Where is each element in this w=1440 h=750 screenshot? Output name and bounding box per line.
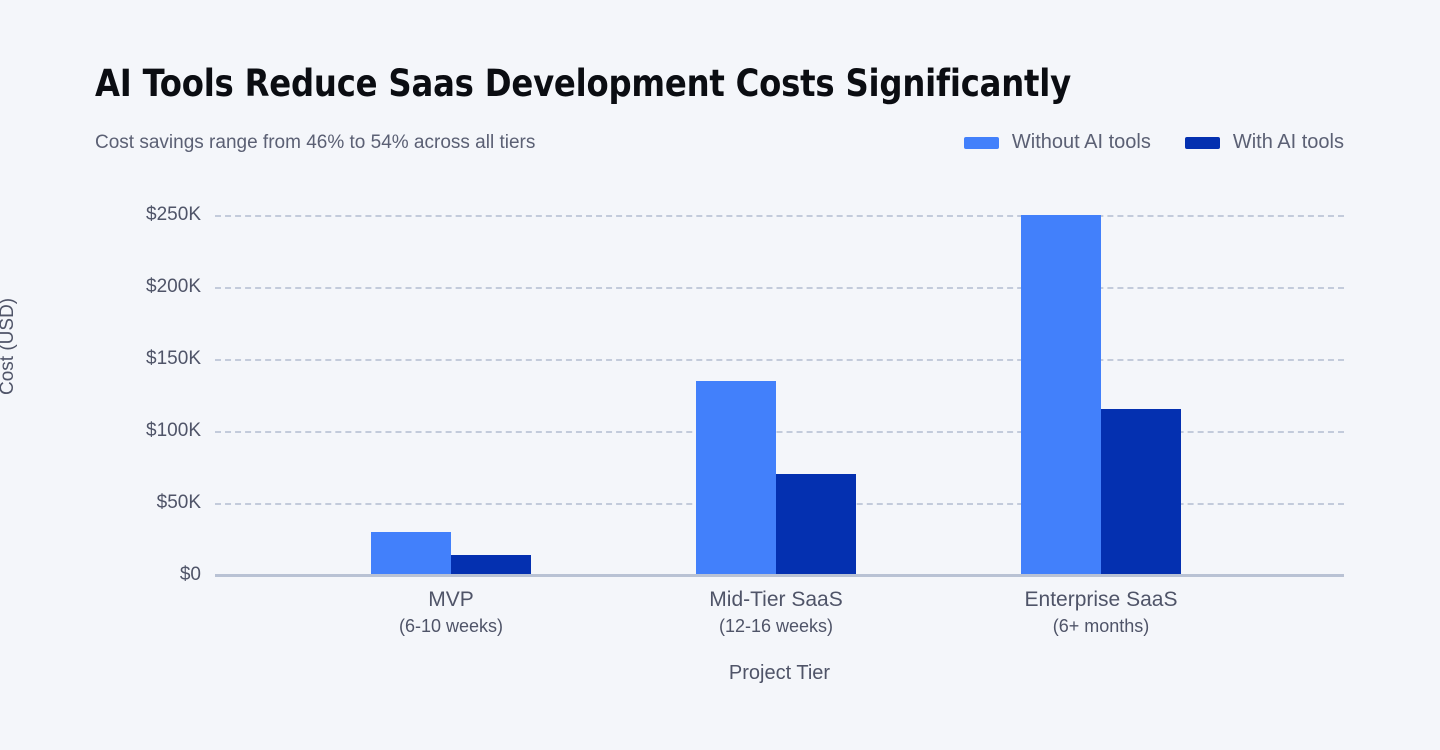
x-category-sublabel: (12-16 weeks) xyxy=(718,616,834,637)
x-axis-title: Project Tier xyxy=(728,662,831,684)
plot-area xyxy=(215,215,1344,575)
legend-item-1[interactable]: With AI tools xyxy=(1184,131,1344,154)
x-axis-line xyxy=(215,574,1344,577)
x-category-label: Mid-Tier SaaS (12-16 weeks) xyxy=(646,587,906,638)
legend-label: With AI tools xyxy=(1232,131,1344,153)
x-category-name: Enterprise SaaS xyxy=(1024,588,1178,611)
y-tick-label: $50K xyxy=(156,492,201,513)
x-category-name: MVP xyxy=(428,588,474,611)
bar[interactable] xyxy=(371,531,451,575)
x-category-label: Enterprise SaaS (6+ months) xyxy=(971,587,1231,638)
y-axis-title: Cost (USD) xyxy=(0,297,18,395)
chart-title: AI Tools Reduce Saas Development Costs S… xyxy=(95,62,1072,105)
y-tick-label: $0 xyxy=(179,564,201,585)
gridline xyxy=(215,359,1344,361)
x-category-sublabel: (6+ months) xyxy=(1052,616,1150,637)
bar[interactable] xyxy=(1101,409,1181,575)
bar[interactable] xyxy=(776,474,856,575)
legend-item-0[interactable]: Without AI tools xyxy=(963,131,1151,154)
y-tick-label: $250K xyxy=(146,204,201,225)
chart-legend: Without AI tools With AI tools xyxy=(963,131,1344,154)
gridline xyxy=(215,215,1344,217)
x-category-label: MVP (6-10 weeks) xyxy=(321,587,581,638)
bar[interactable] xyxy=(451,554,531,575)
legend-swatch-icon xyxy=(1184,136,1220,149)
legend-swatch-icon xyxy=(963,136,999,149)
gridline xyxy=(215,287,1344,289)
chart-subtitle: Cost savings range from 46% to 54% acros… xyxy=(95,132,536,153)
y-axis-tick-labels: $0 $50K $100K $150K $200K $250K xyxy=(0,0,201,750)
y-tick-label: $150K xyxy=(146,348,201,369)
x-category-name: Mid-Tier SaaS xyxy=(709,588,843,611)
x-category-sublabel: (6-10 weeks) xyxy=(398,616,504,637)
bar[interactable] xyxy=(1021,215,1101,575)
y-tick-label: $100K xyxy=(146,420,201,441)
legend-label: Without AI tools xyxy=(1011,131,1151,153)
y-tick-label: $200K xyxy=(146,276,201,297)
gridline xyxy=(215,431,1344,433)
bar[interactable] xyxy=(696,380,776,575)
